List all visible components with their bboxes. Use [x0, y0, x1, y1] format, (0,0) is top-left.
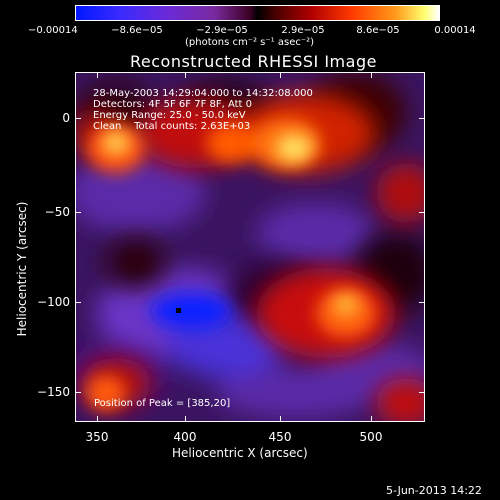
y-tick-right	[419, 302, 425, 303]
colorbar-tick	[75, 16, 76, 21]
colorbar-label: −0.00014	[28, 25, 78, 36]
x-tick-top	[280, 72, 281, 78]
x-tick-label: 400	[173, 430, 197, 444]
x-axis-label: Heliocentric X (arcsec)	[172, 446, 308, 460]
map-blobs-negative	[151, 293, 231, 329]
info-clean: Clean Total counts: 2.63E+03	[93, 121, 251, 132]
colorbar	[75, 5, 440, 21]
image-info-block: 28-May-2003 14:29:04.000 to 14:32:08.000…	[93, 88, 313, 132]
y-tick-right	[419, 212, 425, 213]
x-tick-label: 500	[359, 430, 383, 444]
y-axis-label: Heliocentric Y (arcsec)	[15, 201, 29, 337]
peak-position: Position of Peak = [385,20]	[94, 398, 231, 409]
x-tick-label: 350	[85, 430, 109, 444]
colorbar-label: −2.9e−05	[196, 25, 248, 36]
y-tick	[75, 118, 81, 119]
x-tick-top	[371, 72, 372, 78]
y-tick-label: −150	[37, 385, 70, 399]
colorbar-label: 0.00014	[434, 25, 476, 36]
x-tick-top	[97, 72, 98, 78]
rhessi-image-plot	[75, 72, 425, 422]
colorbar-label: −8.6e−05	[111, 25, 163, 36]
y-tick-label: −50	[44, 205, 70, 219]
x-tick	[371, 416, 372, 422]
x-tick	[97, 416, 98, 422]
y-tick-label: 0	[62, 111, 70, 125]
y-tick-label: −100	[37, 295, 70, 309]
colorbar-units: (photons cm⁻² s⁻¹ asec⁻²)	[185, 37, 315, 48]
x-tick-top	[185, 72, 186, 78]
info-detectors: Detectors: 4F 5F 6F 7F 8F, Att 0	[93, 99, 253, 110]
colorbar-label: 2.9e−05	[281, 25, 325, 36]
minimum-marker	[176, 308, 181, 313]
info-time: 28-May-2003 14:29:04.000 to 14:32:08.000	[93, 88, 313, 99]
footer-date: 5-Jun-2013 14:22	[386, 484, 482, 497]
image-title: Reconstructed RHESSI Image	[130, 52, 377, 71]
x-tick	[185, 416, 186, 422]
y-tick-right	[419, 118, 425, 119]
colorbar-label: 8.6e−05	[356, 25, 400, 36]
y-tick	[75, 392, 81, 393]
info-energy: Energy Range: 25.0 - 50.0 keV	[93, 110, 246, 121]
y-tick	[75, 212, 81, 213]
x-tick	[280, 416, 281, 422]
flux-map	[76, 73, 424, 421]
x-tick-label: 450	[268, 430, 292, 444]
y-tick-right	[419, 392, 425, 393]
map-blobs-peak	[102, 131, 358, 315]
y-tick	[75, 302, 81, 303]
